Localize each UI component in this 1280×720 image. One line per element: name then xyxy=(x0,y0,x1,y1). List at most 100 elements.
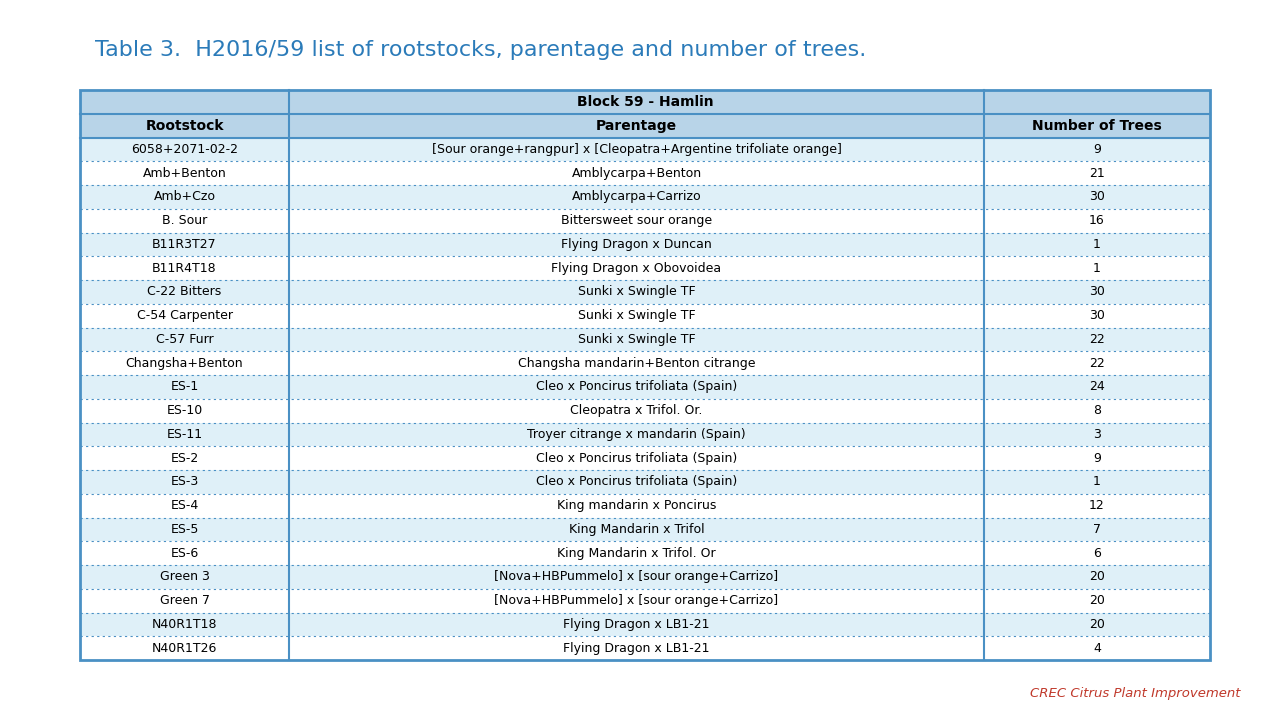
Text: Sunki x Swingle TF: Sunki x Swingle TF xyxy=(577,333,695,346)
Bar xyxy=(289,565,984,589)
Bar xyxy=(984,114,1210,138)
Text: Bittersweet sour orange: Bittersweet sour orange xyxy=(561,214,712,227)
Bar xyxy=(79,90,1210,114)
Bar xyxy=(79,280,289,304)
Bar xyxy=(79,423,289,446)
Text: ES-1: ES-1 xyxy=(170,380,198,393)
Bar xyxy=(289,256,984,280)
Bar xyxy=(984,613,1210,636)
Text: C-54 Carpenter: C-54 Carpenter xyxy=(137,309,233,322)
Text: B11R4T18: B11R4T18 xyxy=(152,261,216,274)
Text: 20: 20 xyxy=(1089,618,1105,631)
Bar xyxy=(984,423,1210,446)
Text: ES-10: ES-10 xyxy=(166,404,202,417)
Text: Flying Dragon x LB1-21: Flying Dragon x LB1-21 xyxy=(563,642,710,654)
Bar xyxy=(79,256,289,280)
Text: CREC Citrus Plant Improvement: CREC Citrus Plant Improvement xyxy=(1029,687,1240,700)
Text: Green 3: Green 3 xyxy=(160,570,210,583)
Text: [Sour orange+rangpur] x [Cleopatra+Argentine trifoliate orange]: [Sour orange+rangpur] x [Cleopatra+Argen… xyxy=(431,143,841,156)
Text: ES-3: ES-3 xyxy=(170,475,198,488)
Bar xyxy=(984,636,1210,660)
Bar xyxy=(289,589,984,613)
Bar xyxy=(79,138,289,161)
Bar xyxy=(79,470,289,494)
Text: Flying Dragon x LB1-21: Flying Dragon x LB1-21 xyxy=(563,618,710,631)
Bar xyxy=(79,565,289,589)
Bar xyxy=(79,636,289,660)
Text: 6: 6 xyxy=(1093,546,1101,559)
Text: B. Sour: B. Sour xyxy=(161,214,207,227)
Text: Table 3.  H2016/59 list of rootstocks, parentage and number of trees.: Table 3. H2016/59 list of rootstocks, pa… xyxy=(95,40,867,60)
Bar xyxy=(984,304,1210,328)
Text: N40R1T26: N40R1T26 xyxy=(152,642,218,654)
Text: 24: 24 xyxy=(1089,380,1105,393)
Text: Flying Dragon x Duncan: Flying Dragon x Duncan xyxy=(561,238,712,251)
Text: B11R3T27: B11R3T27 xyxy=(152,238,216,251)
Text: Changsha+Benton: Changsha+Benton xyxy=(125,356,243,369)
Bar xyxy=(79,446,289,470)
Bar xyxy=(984,185,1210,209)
Bar xyxy=(289,328,984,351)
Text: 22: 22 xyxy=(1089,333,1105,346)
Text: 30: 30 xyxy=(1089,285,1105,298)
Text: Amblycarpa+Benton: Amblycarpa+Benton xyxy=(571,166,701,179)
Text: ES-11: ES-11 xyxy=(166,428,202,441)
Bar xyxy=(289,518,984,541)
Bar xyxy=(79,399,289,423)
Bar xyxy=(984,328,1210,351)
Bar xyxy=(289,636,984,660)
Text: 1: 1 xyxy=(1093,475,1101,488)
Bar xyxy=(984,351,1210,375)
Bar xyxy=(289,185,984,209)
Text: Changsha mandarin+Benton citrange: Changsha mandarin+Benton citrange xyxy=(518,356,755,369)
Bar xyxy=(289,351,984,375)
Text: Cleopatra x Trifol. Or.: Cleopatra x Trifol. Or. xyxy=(571,404,703,417)
Text: 1: 1 xyxy=(1093,261,1101,274)
Text: 12: 12 xyxy=(1089,499,1105,512)
Bar xyxy=(79,233,289,256)
Text: Rootstock: Rootstock xyxy=(145,119,224,132)
Text: 9: 9 xyxy=(1093,143,1101,156)
Text: 8: 8 xyxy=(1093,404,1101,417)
Bar xyxy=(79,375,289,399)
Bar xyxy=(79,209,289,233)
Bar xyxy=(79,613,289,636)
Text: [Nova+HBPummelo] x [sour orange+Carrizo]: [Nova+HBPummelo] x [sour orange+Carrizo] xyxy=(494,570,778,583)
Text: Sunki x Swingle TF: Sunki x Swingle TF xyxy=(577,285,695,298)
Bar xyxy=(984,541,1210,565)
Text: 9: 9 xyxy=(1093,451,1101,464)
Bar xyxy=(984,233,1210,256)
Bar xyxy=(984,470,1210,494)
Bar xyxy=(79,161,289,185)
Text: King Mandarin x Trifol: King Mandarin x Trifol xyxy=(568,523,704,536)
Text: Parentage: Parentage xyxy=(596,119,677,132)
Bar xyxy=(289,233,984,256)
Text: Green 7: Green 7 xyxy=(160,594,210,607)
Text: 3: 3 xyxy=(1093,428,1101,441)
Bar xyxy=(289,541,984,565)
Bar xyxy=(79,589,289,613)
Bar xyxy=(984,589,1210,613)
Bar xyxy=(289,494,984,518)
Text: Troyer citrange x mandarin (Spain): Troyer citrange x mandarin (Spain) xyxy=(527,428,746,441)
Bar xyxy=(984,518,1210,541)
Bar xyxy=(79,351,289,375)
Bar xyxy=(984,494,1210,518)
Bar xyxy=(289,209,984,233)
Bar xyxy=(289,423,984,446)
Text: [Nova+HBPummelo] x [sour orange+Carrizo]: [Nova+HBPummelo] x [sour orange+Carrizo] xyxy=(494,594,778,607)
Bar xyxy=(289,138,984,161)
Text: 16: 16 xyxy=(1089,214,1105,227)
Bar xyxy=(79,518,289,541)
Text: King Mandarin x Trifol. Or: King Mandarin x Trifol. Or xyxy=(557,546,716,559)
Bar xyxy=(984,375,1210,399)
Text: ES-5: ES-5 xyxy=(170,523,198,536)
Text: 1: 1 xyxy=(1093,238,1101,251)
Bar xyxy=(289,613,984,636)
Text: 21: 21 xyxy=(1089,166,1105,179)
Text: C-22 Bitters: C-22 Bitters xyxy=(147,285,221,298)
Text: Sunki x Swingle TF: Sunki x Swingle TF xyxy=(577,309,695,322)
Bar xyxy=(984,256,1210,280)
Bar xyxy=(79,304,289,328)
Text: 20: 20 xyxy=(1089,594,1105,607)
